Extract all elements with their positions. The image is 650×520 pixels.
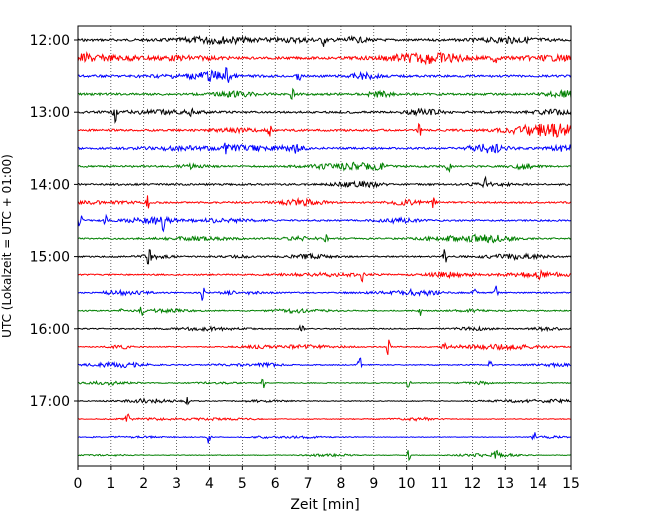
trace-1315 xyxy=(77,122,572,138)
x-tick-label: 1 xyxy=(106,476,115,492)
y-axis-title: UTC (Lokalzeit = UTC + 01:00) xyxy=(0,154,14,338)
x-tick-label: 15 xyxy=(562,476,580,492)
trace-1415 xyxy=(77,195,572,209)
trace-1230 xyxy=(77,67,572,83)
trace-1715 xyxy=(78,413,572,422)
x-tick-label: 0 xyxy=(74,476,83,492)
trace-1400 xyxy=(77,175,572,189)
trace-1200 xyxy=(77,34,572,47)
trace-1600 xyxy=(77,324,572,333)
plot-area xyxy=(78,26,571,466)
x-axis-title: Zeit [min] xyxy=(290,497,359,513)
y-tick-label: 12:00 xyxy=(30,33,70,49)
x-tick-label: 3 xyxy=(172,476,181,492)
trace-1630 xyxy=(77,357,572,369)
trace-1745 xyxy=(77,449,572,462)
trace-1215 xyxy=(77,50,572,66)
x-tick-label: 12 xyxy=(463,476,481,492)
x-tick-label: 6 xyxy=(271,476,280,492)
x-tick-label: 5 xyxy=(238,476,247,492)
x-tick-label: 4 xyxy=(205,476,214,492)
trace-1730 xyxy=(77,432,572,444)
y-axis: 12:00 13:00 14:00 15:00 16:00 17:00 xyxy=(30,33,78,410)
y-tick-label: 17:00 xyxy=(30,394,70,410)
x-tick-label: 2 xyxy=(139,476,148,492)
x-tick-label: 13 xyxy=(496,476,514,492)
trace-1330 xyxy=(77,142,572,155)
y-tick-label: 14:00 xyxy=(30,177,70,193)
x-axis: 0 1 2 3 4 5 6 7 8 9 10 11 12 13 14 15 xyxy=(74,466,580,492)
x-tick-label: 9 xyxy=(369,476,378,492)
trace-1430 xyxy=(77,213,572,233)
trace-1500 xyxy=(77,249,572,265)
trace-1615 xyxy=(77,339,572,356)
trace-1345 xyxy=(77,161,572,173)
plot-frame xyxy=(77,25,572,467)
x-tick-label: 11 xyxy=(431,476,449,492)
trace-1245 xyxy=(77,87,572,101)
x-tick-label: 14 xyxy=(529,476,547,492)
trace-1645 xyxy=(77,378,572,389)
x-tick-label: 8 xyxy=(336,476,345,492)
y-tick-label: 15:00 xyxy=(30,250,70,266)
trace-1700 xyxy=(77,397,572,406)
trace-1445 xyxy=(78,233,572,244)
trace-1515 xyxy=(77,268,572,283)
y-tick-label: 13:00 xyxy=(30,105,70,121)
trace-1530 xyxy=(77,285,572,301)
trace-1300 xyxy=(77,107,572,125)
grid-layer xyxy=(110,26,539,466)
trace-layer xyxy=(77,34,572,462)
trace-1545 xyxy=(77,306,571,316)
y-tick-label: 16:00 xyxy=(30,322,70,338)
x-tick-label: 10 xyxy=(398,476,416,492)
x-tick-label: 7 xyxy=(304,476,313,492)
